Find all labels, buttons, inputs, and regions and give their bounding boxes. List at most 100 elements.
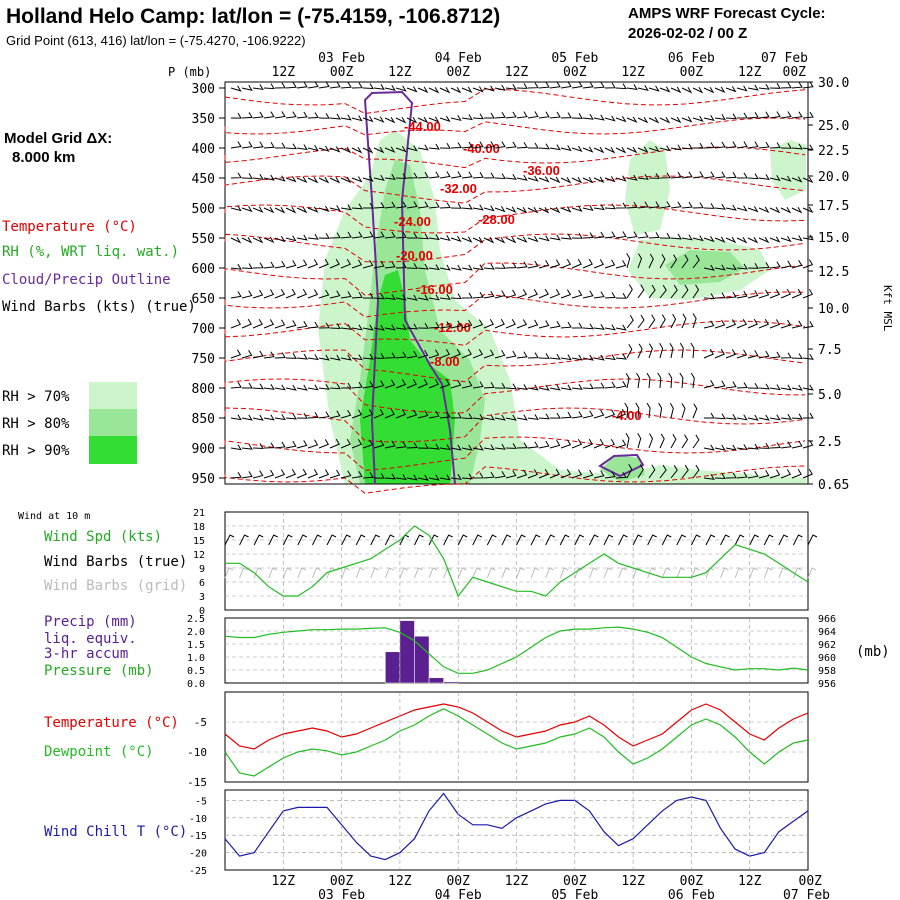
wind-barb <box>351 439 363 449</box>
wind-barb <box>329 354 341 361</box>
wind-barb <box>758 111 770 119</box>
wind-barb <box>725 86 737 93</box>
wind-barb <box>725 444 737 451</box>
wind-barb <box>769 384 781 391</box>
wind-barb <box>527 469 539 479</box>
wind-barb <box>791 468 802 479</box>
pressure-tick-label: 400 <box>192 142 215 157</box>
wind-barb <box>472 204 484 211</box>
wind-barb <box>428 143 440 150</box>
wind-barb-true <box>676 534 687 546</box>
wind-barb-grid <box>545 567 554 579</box>
wind-barb <box>527 260 539 269</box>
wind-barb <box>494 318 505 329</box>
forecast-cycle-value: 2026-02-02 / 00 Z <box>628 25 747 42</box>
wind-barb <box>340 323 352 330</box>
wind-barb <box>274 142 286 149</box>
wind-barb <box>582 323 594 330</box>
temperature-contour-label: -24.00 <box>394 214 431 229</box>
height-tick-label: 15.0 <box>818 231 849 246</box>
wind-barb <box>230 263 242 270</box>
wind-barb <box>329 81 341 89</box>
pressure-tick-label: 700 <box>192 322 215 337</box>
wind-barb-true <box>341 534 351 546</box>
pressure-tick-label: 962 <box>818 640 836 651</box>
wind-barb <box>351 259 363 269</box>
wind-barb-true <box>792 534 803 546</box>
wind-barb <box>483 382 495 389</box>
wind-barb <box>362 83 374 90</box>
wind-barb <box>428 116 440 123</box>
top-hour-tick-label: 00Z <box>680 65 704 80</box>
wind-barb <box>538 81 550 89</box>
wind-barb <box>516 174 528 181</box>
wind-barb-true <box>224 534 235 546</box>
height-tick-label: 5.0 <box>818 388 841 403</box>
wind-barb <box>285 111 297 119</box>
wind-barb <box>395 173 407 180</box>
wind-barb <box>505 414 517 421</box>
wind-barb <box>692 254 700 269</box>
wind-barb <box>692 202 704 209</box>
wind-barb <box>670 254 678 269</box>
wind-barb <box>428 410 440 419</box>
wind-barb <box>296 206 308 214</box>
wind-barb <box>725 264 737 271</box>
wind-barb <box>769 206 781 214</box>
wind-barb <box>384 174 396 180</box>
wind-barb <box>725 291 737 299</box>
wind-barb <box>406 350 418 359</box>
temperature-contour-label: -36.00 <box>523 163 560 178</box>
wind-barb <box>604 203 616 210</box>
wind-barb <box>307 81 319 89</box>
wind-barb <box>318 411 330 419</box>
wind-barb <box>560 177 572 184</box>
wind-barb <box>296 440 308 449</box>
wind-barb <box>527 288 538 299</box>
wind-barb <box>285 143 297 150</box>
wind-barb <box>604 354 616 361</box>
legend-wind-barbs: Wind Barbs (kts) (true) <box>2 299 196 315</box>
wind-barb <box>658 402 663 419</box>
wind-barb <box>549 206 561 214</box>
wind-barb <box>505 111 517 119</box>
wind-barb <box>274 82 286 89</box>
wind-barb <box>230 172 242 179</box>
wind-barb <box>703 379 715 389</box>
wind-barb <box>791 320 803 329</box>
wind-barb <box>450 320 462 329</box>
wind-barb <box>538 260 550 269</box>
wind-barb <box>263 351 275 359</box>
rh90-swatch <box>89 436 137 464</box>
wind-barb <box>659 254 666 269</box>
wind-barb <box>395 232 407 239</box>
wind-barb-grid <box>647 567 656 579</box>
wind-barb <box>637 173 649 180</box>
pressure-tick-label: 300 <box>192 82 215 97</box>
legend-wind-barbs-true: Wind Barbs (true) <box>44 554 187 570</box>
precip-tick-label: 2.5 <box>187 614 205 625</box>
wind-barb <box>318 322 330 329</box>
wind-barb <box>450 142 462 149</box>
wind-barb <box>252 206 264 213</box>
wind-barb <box>670 434 677 449</box>
wind-barb <box>296 144 308 151</box>
wind-barb <box>703 473 715 480</box>
wind-barb <box>472 236 484 244</box>
wind-barb <box>494 443 506 450</box>
wind-barb <box>747 173 759 180</box>
wind-barb <box>241 237 253 244</box>
height-tick-label: 20.0 <box>818 170 849 185</box>
wind-barb <box>351 176 363 183</box>
wind-barb <box>659 433 665 449</box>
wind-barb <box>241 290 253 299</box>
wind-barb <box>758 383 770 390</box>
wind-barb <box>285 176 297 183</box>
wind-barb <box>758 174 770 181</box>
temperature-contour <box>224 349 806 383</box>
wind-barb <box>351 147 363 154</box>
wind-barb <box>703 348 714 359</box>
wind-barb <box>780 319 792 329</box>
wind-barb <box>669 403 674 419</box>
